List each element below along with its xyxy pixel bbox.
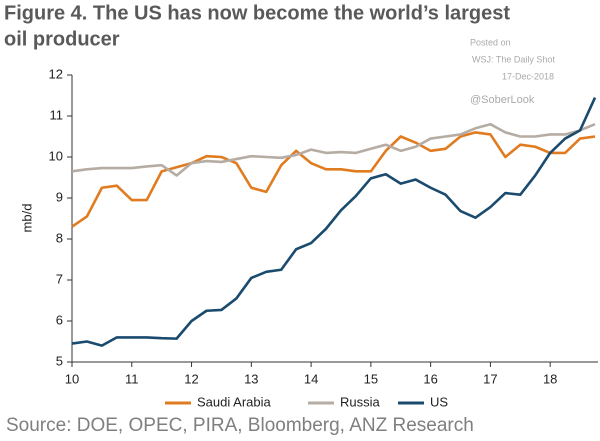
line-series (71, 97, 597, 347)
y-tick-label: 5 (56, 353, 63, 368)
source: Source: DOE, OPEC, PIRA, Bloomberg, ANZ … (6, 415, 474, 436)
y-tick-label: 8 (56, 230, 63, 245)
x-tick-label: 10 (65, 371, 79, 386)
y-tick-label: 12 (49, 66, 63, 81)
y-tick-label: 7 (56, 271, 63, 286)
annotation: WSJ: The Daily Shot (472, 54, 555, 64)
y-axis-label: mb/d (19, 204, 34, 233)
x-tick-label: 11 (125, 371, 139, 386)
y-tick-label: 11 (50, 107, 64, 122)
x-tick-label: 13 (244, 371, 258, 386)
annotation: 17-Dec-2018 (502, 71, 554, 81)
x-tick-label: 14 (304, 371, 318, 386)
y-tick-label: 10 (49, 148, 63, 163)
line-series (71, 122, 596, 177)
x-tick-label: 16 (423, 371, 437, 386)
y-tick-label: 9 (56, 189, 63, 204)
x-tick-label: 17 (483, 371, 497, 386)
x-tick-label: 15 (364, 371, 378, 386)
chart-title: oil producer (4, 28, 120, 50)
legend-label: US (430, 394, 448, 409)
annotation: Posted on (470, 37, 511, 47)
legend-label: Russia (340, 394, 381, 409)
chart-title: Figure 4. The US has now become the worl… (4, 2, 510, 24)
legend-label: Saudi Arabia (197, 394, 271, 409)
line-series (71, 131, 596, 228)
y-tick-label: 6 (56, 312, 63, 327)
x-tick-label: 18 (543, 371, 557, 386)
annotation: @SoberLook (470, 94, 535, 106)
x-tick-label: 12 (184, 371, 198, 386)
